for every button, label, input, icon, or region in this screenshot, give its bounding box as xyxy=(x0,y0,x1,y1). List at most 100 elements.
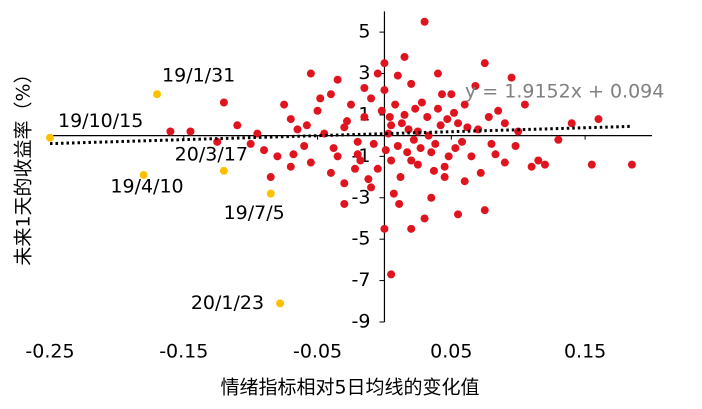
data-point xyxy=(219,98,228,107)
data-point xyxy=(391,100,400,109)
data-point xyxy=(500,158,509,167)
data-point xyxy=(360,84,369,93)
data-point xyxy=(407,156,416,165)
data-point xyxy=(300,141,309,150)
data-point xyxy=(369,139,378,148)
data-point xyxy=(351,164,360,173)
data-point xyxy=(450,108,459,117)
data-point xyxy=(458,137,467,146)
data-point xyxy=(476,168,485,177)
x-tick-label: 0.15 xyxy=(564,341,606,363)
data-point xyxy=(440,162,449,171)
y-axis-title: 未来1天的收益率（%） xyxy=(13,64,35,265)
data-point xyxy=(273,152,282,161)
data-point xyxy=(471,81,480,90)
data-point xyxy=(534,156,543,165)
data-point xyxy=(266,189,275,198)
data-point xyxy=(387,156,396,165)
data-point xyxy=(491,150,500,159)
data-point xyxy=(316,94,325,103)
data-point xyxy=(389,189,398,198)
data-point xyxy=(139,170,148,179)
data-point xyxy=(507,73,516,82)
data-point xyxy=(384,129,393,138)
data-point xyxy=(520,100,529,109)
data-point xyxy=(484,113,493,122)
data-point xyxy=(400,52,409,61)
data-point xyxy=(266,173,275,182)
point-label: 19/1/31 xyxy=(162,65,235,87)
point-label: 19/4/10 xyxy=(110,175,183,197)
data-point xyxy=(276,299,285,308)
data-point xyxy=(381,146,390,155)
data-point xyxy=(417,98,426,107)
data-point xyxy=(407,224,416,233)
x-tick-label: -0.05 xyxy=(293,341,342,363)
data-point xyxy=(367,183,376,192)
data-point xyxy=(454,210,463,219)
data-point xyxy=(443,115,452,124)
data-point xyxy=(377,106,386,115)
data-point xyxy=(431,139,440,148)
data-point xyxy=(540,160,549,169)
data-point xyxy=(511,141,520,150)
data-point xyxy=(289,150,298,159)
data-point xyxy=(219,166,228,175)
data-point xyxy=(387,121,396,130)
data-point xyxy=(186,127,195,136)
data-point xyxy=(326,168,335,177)
data-point xyxy=(380,59,389,68)
data-point xyxy=(342,117,351,126)
data-point xyxy=(427,148,436,157)
data-point xyxy=(437,90,446,99)
point-label: 20/1/23 xyxy=(191,292,264,314)
data-point xyxy=(411,104,420,113)
x-tick-label: -0.25 xyxy=(25,341,74,363)
data-point xyxy=(393,141,402,150)
data-point xyxy=(385,113,394,122)
data-point xyxy=(364,175,373,184)
data-point xyxy=(340,179,349,188)
data-point xyxy=(306,69,315,78)
data-point xyxy=(500,119,509,128)
data-point xyxy=(395,199,404,208)
data-point xyxy=(380,86,389,95)
data-point xyxy=(333,75,342,84)
data-point xyxy=(293,125,302,134)
data-point xyxy=(373,164,382,173)
data-point xyxy=(554,135,563,144)
y-tick-label: 5 xyxy=(358,21,370,43)
data-point xyxy=(494,106,503,115)
data-point xyxy=(407,79,416,88)
data-point xyxy=(360,113,369,122)
data-point xyxy=(460,177,469,186)
data-point xyxy=(527,162,536,171)
data-point xyxy=(480,206,489,215)
y-tick-label: -5 xyxy=(351,228,370,250)
data-point xyxy=(436,121,445,130)
data-point xyxy=(353,150,362,159)
data-point xyxy=(413,160,422,169)
data-point xyxy=(416,144,425,153)
data-point xyxy=(329,144,338,153)
y-tick-label: -3 xyxy=(351,186,370,208)
data-point xyxy=(447,90,456,99)
data-point xyxy=(460,100,469,109)
trendline-label: y = 1.9152x + 0.094 xyxy=(465,81,664,103)
data-point xyxy=(280,100,289,109)
data-point xyxy=(451,144,460,153)
data-point xyxy=(440,173,449,182)
data-point xyxy=(306,158,315,167)
data-point xyxy=(260,146,269,155)
data-point xyxy=(356,156,365,165)
point-label: 20/3/17 xyxy=(175,143,248,165)
data-point xyxy=(340,199,349,208)
data-point xyxy=(347,100,355,109)
data-point xyxy=(340,123,349,132)
data-point xyxy=(380,224,389,233)
data-point xyxy=(409,135,418,144)
data-point xyxy=(373,69,382,78)
data-point xyxy=(467,152,476,161)
y-tick-label: 3 xyxy=(358,62,370,84)
